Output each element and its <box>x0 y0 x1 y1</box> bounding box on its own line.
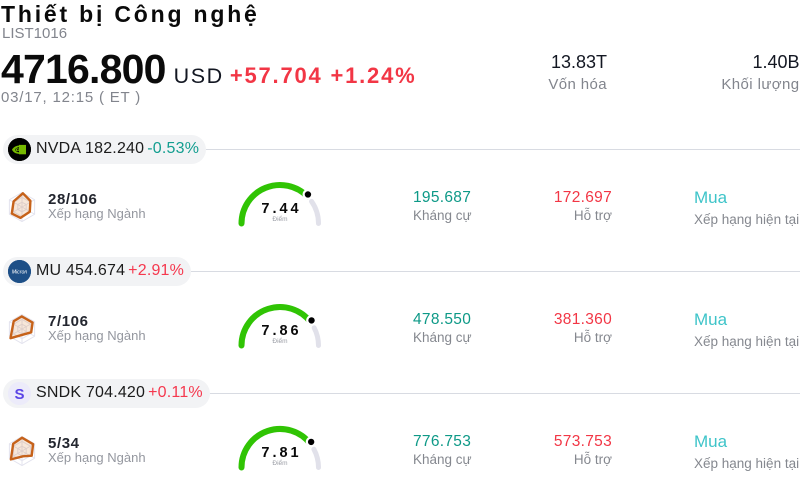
svg-text:S: S <box>14 385 24 402</box>
svg-text:Micron: Micron <box>12 269 28 275</box>
